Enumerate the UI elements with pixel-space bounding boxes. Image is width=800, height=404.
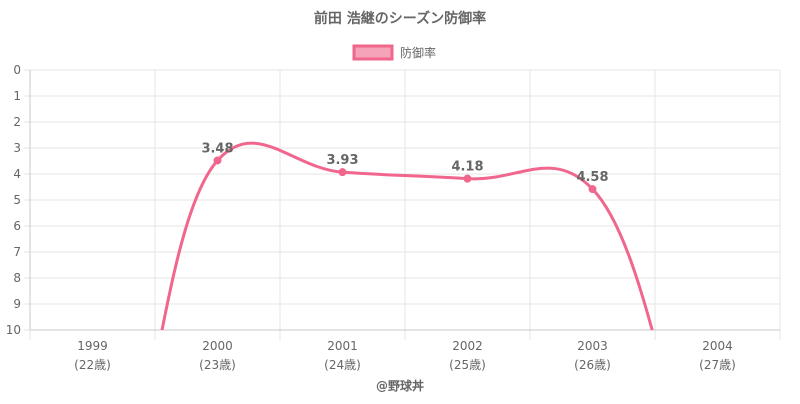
x-tick-sublabel: (22歳) (74, 358, 111, 372)
y-tick-label: 8 (13, 271, 21, 285)
x-tick-sublabel: (27歳) (699, 358, 736, 372)
era-series-line (160, 141, 654, 330)
era-data-label: 3.93 (326, 153, 358, 168)
footer-credit: @野球丼 (376, 378, 424, 393)
legend[interactable]: 防御率 (352, 44, 436, 61)
x-tick-label: 2001 (327, 339, 358, 353)
era-data-label: 3.48 (201, 141, 233, 156)
y-tick-label: 0 (13, 63, 21, 77)
chart-title: 前田 浩継のシーズン防御率 (314, 10, 486, 27)
legend-swatch (352, 44, 394, 61)
y-tick-label: 4 (13, 167, 21, 181)
era-data-point[interactable] (338, 168, 347, 177)
y-tick-label: 6 (13, 219, 21, 233)
x-tick-sublabel: (24歳) (324, 358, 361, 372)
grid (24, 69, 781, 340)
x-tick-sublabel: (25歳) (449, 358, 486, 372)
era-data-label: 4.58 (576, 170, 608, 185)
x-tick-sublabel: (23歳) (199, 358, 236, 372)
x-tick-label: 2002 (452, 339, 483, 353)
axes: 0 1 2 3 4 5 6 7 8 9 10 1999 (22歳) 2000 (23歳) 2001 (24歳) 2… (6, 63, 780, 372)
era-data-point[interactable] (463, 174, 472, 183)
series-layer (160, 141, 654, 330)
y-tick-label: 2 (13, 115, 21, 129)
y-tick-label: 10 (6, 323, 21, 337)
y-tick-label: 5 (13, 193, 21, 207)
y-tick-label: 7 (13, 245, 21, 259)
era-data-point[interactable] (213, 156, 222, 165)
x-tick-sublabel: (26歳) (574, 358, 611, 372)
x-tick-label: 2000 (202, 339, 233, 353)
y-tick-label: 1 (13, 89, 21, 103)
y-tick-label: 9 (13, 297, 21, 311)
era-data-label: 4.18 (451, 160, 483, 175)
x-tick-label: 1999 (77, 339, 108, 353)
x-tick-label: 2003 (577, 339, 608, 353)
era-data-point[interactable] (588, 185, 597, 194)
data-labels: 3.48 3.93 4.18 4.58 (201, 141, 608, 185)
x-tick-label: 2004 (702, 339, 733, 353)
y-tick-label: 3 (13, 141, 21, 155)
legend-label: 防御率 (400, 45, 436, 60)
